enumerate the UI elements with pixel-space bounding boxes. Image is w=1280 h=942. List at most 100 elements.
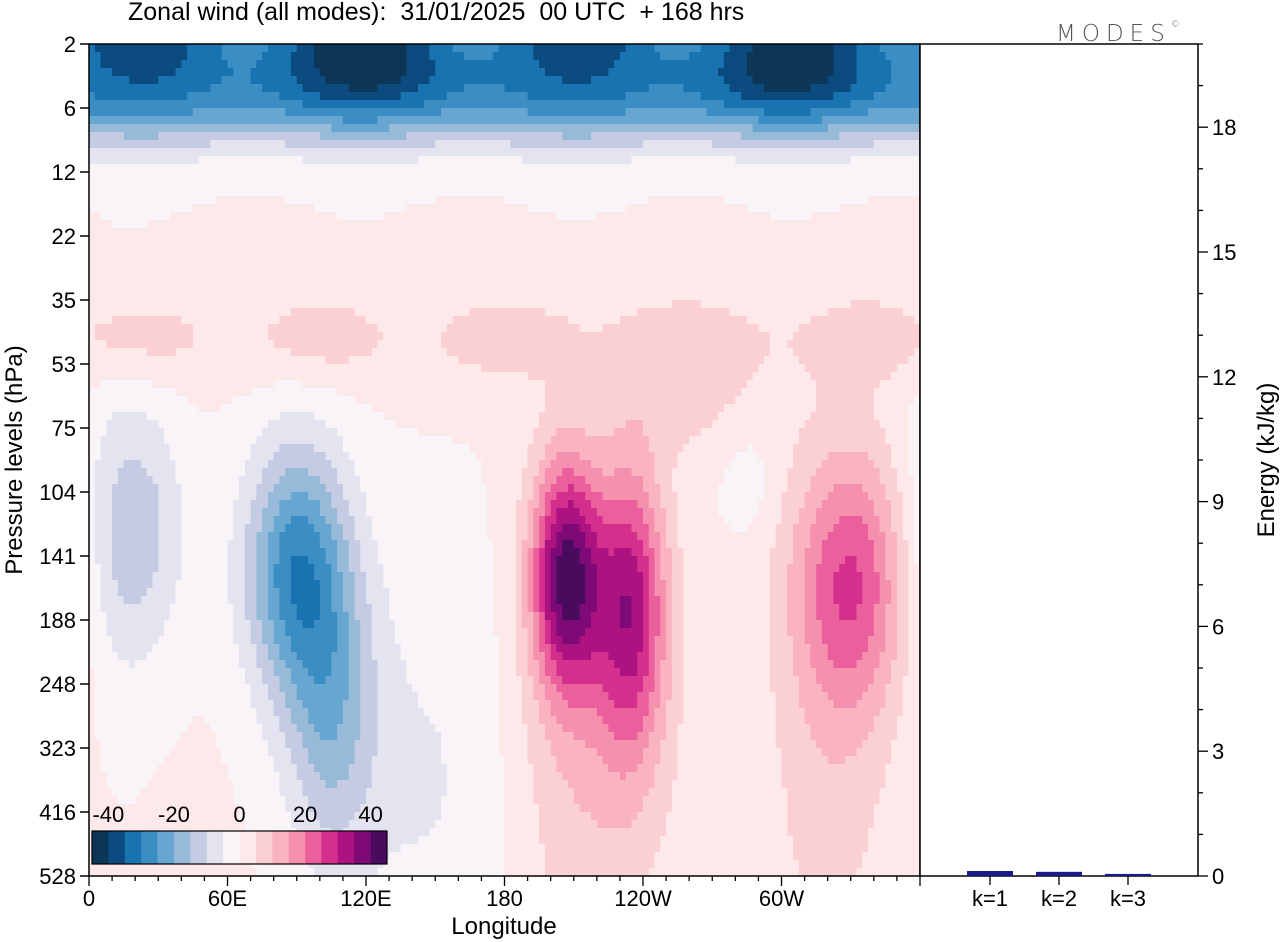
heatmap-cell	[775, 724, 811, 733]
heatmap-cell	[354, 524, 373, 533]
heatmap-cell	[152, 644, 240, 653]
heatmap-cell	[902, 676, 920, 685]
heatmap-cell	[123, 460, 142, 469]
heatmap-cell	[308, 668, 332, 677]
heatmap-cell	[660, 564, 673, 573]
heatmap-cell	[319, 500, 332, 509]
heatmap-cell	[492, 556, 517, 565]
heatmap-cell	[308, 716, 344, 725]
heatmap-cell	[112, 548, 159, 557]
energy-y-tick-label: 3	[1212, 739, 1224, 764]
heatmap-cell	[140, 788, 234, 797]
heatmap-cell	[504, 196, 650, 205]
heatmap-cell	[302, 100, 425, 109]
heatmap-cell	[89, 84, 211, 93]
heatmap-cell	[660, 484, 673, 493]
heatmap-cell	[521, 484, 534, 493]
heatmap-cell	[250, 444, 281, 453]
heatmap-cell	[891, 588, 898, 597]
heatmap-cell	[273, 628, 286, 637]
heatmap-cell	[591, 548, 609, 557]
heatmap-cell	[666, 828, 788, 837]
heatmap-cell	[769, 340, 788, 349]
heatmap-cell	[769, 580, 788, 589]
heatmap-cell	[718, 508, 760, 517]
heatmap-cell	[539, 580, 546, 589]
heatmap-cell	[377, 660, 407, 669]
heatmap-cell	[643, 724, 656, 733]
heatmap-cell	[308, 468, 338, 477]
heatmap-cell	[389, 612, 494, 621]
heatmap-cell	[319, 132, 407, 141]
heatmap-cell	[873, 812, 920, 821]
heatmap-cell	[643, 644, 650, 653]
y-tick-label: 141	[39, 544, 76, 569]
heatmap-cell	[527, 508, 534, 517]
heatmap-cell	[227, 596, 246, 605]
heatmap-cell	[164, 436, 257, 445]
heatmap-cell	[544, 668, 558, 677]
heatmap-cell	[169, 612, 234, 621]
heatmap-cell	[648, 556, 656, 565]
heatmap-cell	[891, 596, 898, 605]
heatmap-cell	[643, 428, 702, 437]
heatmap-cell	[267, 532, 281, 541]
heatmap-cell	[873, 628, 886, 637]
heatmap-cell	[371, 780, 448, 789]
heatmap-cell	[654, 636, 667, 645]
heatmap-cell	[89, 740, 102, 749]
heatmap-cell	[868, 452, 892, 461]
heatmap-cell	[279, 788, 304, 797]
heatmap-cell	[337, 628, 350, 637]
heatmap-cell	[885, 564, 898, 573]
heatmap-cell	[885, 556, 898, 565]
heatmap-cell	[527, 92, 627, 101]
heatmap-cell	[810, 532, 829, 541]
heatmap-cell	[192, 332, 269, 341]
heatmap-cell	[267, 500, 281, 509]
heatmap-cell	[885, 532, 898, 541]
heatmap-cell	[279, 604, 298, 613]
heatmap-cell	[787, 580, 806, 589]
heatmap-cell	[873, 820, 920, 829]
heatmap-cell	[89, 452, 102, 461]
heatmap-cell	[648, 732, 667, 741]
heatmap-cell	[660, 612, 667, 621]
heatmap-cell	[579, 508, 598, 517]
heatmap-cell	[896, 484, 915, 493]
heatmap-cell	[619, 604, 633, 613]
heatmap-cell	[873, 508, 892, 517]
heatmap-cell	[556, 516, 586, 525]
heatmap-cell	[816, 564, 840, 573]
heatmap-cell	[914, 548, 920, 557]
heatmap-cell	[550, 500, 569, 509]
heatmap-cell	[908, 548, 915, 557]
heatmap-cell	[902, 708, 920, 717]
heatmap-cell	[106, 420, 159, 429]
heatmap-cell	[337, 620, 350, 629]
heatmap-cell	[521, 548, 529, 557]
heatmap-cell	[596, 540, 644, 549]
colorbar-swatch	[92, 831, 109, 864]
heatmap-cell	[348, 668, 361, 677]
heatmap-cell	[273, 668, 292, 677]
heatmap-cell	[723, 100, 852, 109]
heatmap-cell	[544, 580, 552, 589]
heatmap-cell	[671, 796, 788, 805]
heatmap-cell	[89, 732, 96, 741]
colorbar-swatch	[239, 831, 257, 864]
heatmap-cell	[596, 588, 644, 597]
heatmap-cell	[279, 508, 321, 517]
heatmap-cell	[146, 220, 920, 229]
heatmap-cell	[94, 676, 246, 685]
colorbar-swatch	[206, 831, 224, 864]
heatmap-cell	[868, 732, 898, 741]
heatmap-cell	[643, 596, 650, 605]
heatmap-cell	[371, 764, 448, 773]
heatmap-cell	[908, 556, 915, 565]
heatmap-cell	[591, 132, 742, 141]
heatmap-cell	[112, 540, 159, 549]
heatmap-cell	[539, 828, 667, 837]
heatmap-cell	[539, 596, 546, 605]
heatmap-cell	[821, 620, 875, 629]
